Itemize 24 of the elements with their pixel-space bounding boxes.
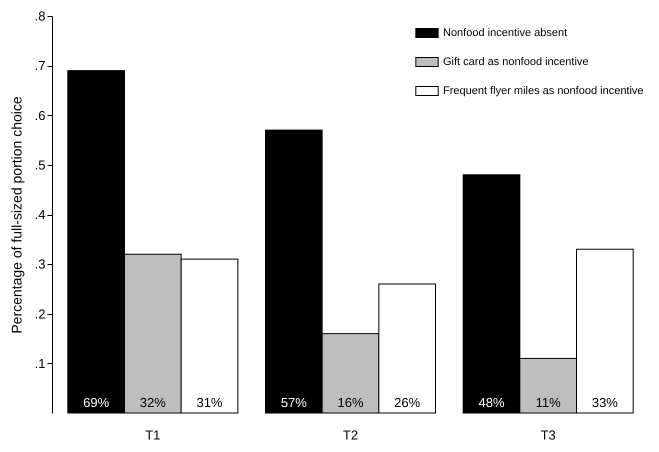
data-label: 31% [196, 395, 223, 410]
y-tick-label: .2 [34, 306, 46, 322]
y-tick-label: .6 [34, 108, 46, 123]
data-label: 26% [394, 395, 421, 410]
data-label: 48% [478, 395, 505, 410]
y-tick-label: .5 [34, 157, 46, 172]
y-tick-label: .7 [34, 58, 46, 74]
data-label: 32% [140, 395, 166, 410]
y-tick-label: .1 [34, 356, 46, 371]
y-axis-title: Percentage of full-sized portion choice [8, 96, 25, 334]
data-label: 11% [536, 395, 562, 410]
legend-label: Nonfood incentive absent [443, 27, 568, 39]
y-tick-label: .8 [34, 8, 46, 24]
x-tick-label: T3 [540, 428, 556, 442]
data-label: 57% [280, 395, 308, 410]
y-tick-label: .4 [34, 207, 46, 222]
legend-label: Gift card as nonfood incentive [443, 56, 589, 68]
data-label: 69% [83, 395, 110, 410]
y-tick-label: .3 [34, 256, 46, 272]
data-label: 16% [337, 395, 364, 410]
x-tick-label: T1 [145, 428, 160, 442]
legend-label: Frequent flyer miles as nonfood incentive [443, 85, 644, 97]
data-label: 33% [592, 395, 618, 410]
x-tick-label: T2 [342, 428, 358, 442]
